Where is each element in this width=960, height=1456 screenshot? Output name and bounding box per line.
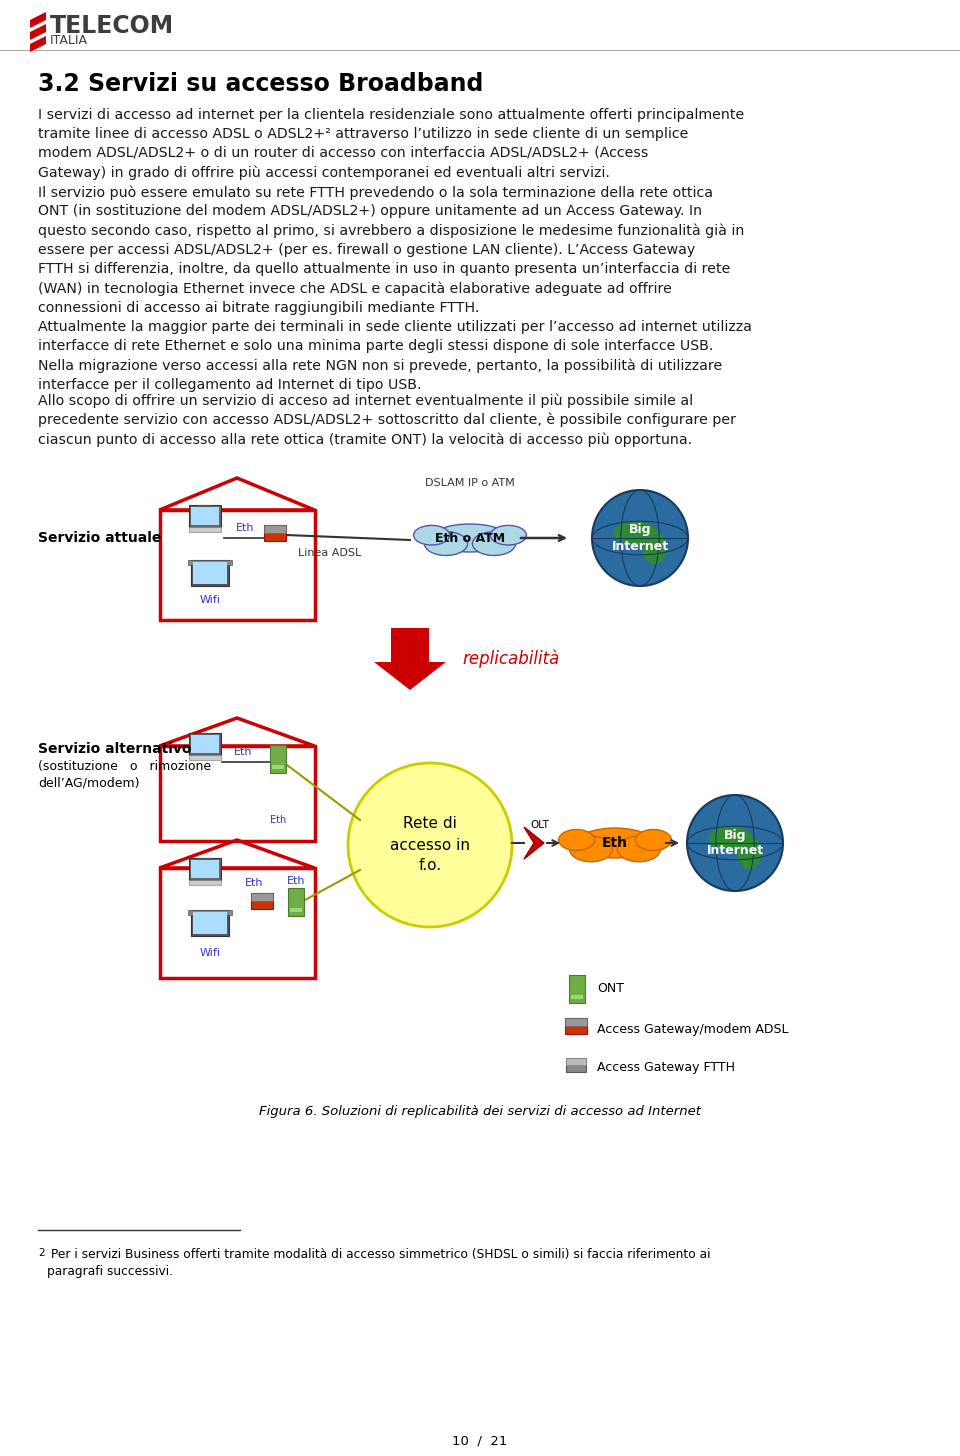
Bar <box>159 510 315 620</box>
Text: Attualmente la maggior parte dei terminali in sede cliente utilizzati per l’acce: Attualmente la maggior parte dei termina… <box>38 320 752 392</box>
Bar <box>566 1059 586 1064</box>
Ellipse shape <box>472 531 516 556</box>
Bar <box>188 910 232 914</box>
Circle shape <box>687 795 783 891</box>
Text: Servizio attuale: Servizio attuale <box>38 531 161 545</box>
Text: Eth: Eth <box>236 523 254 533</box>
Ellipse shape <box>569 836 612 862</box>
Bar <box>189 858 221 879</box>
Text: Per i servizi Business offerti tramite modalità di accesso simmetrico (SHDSL o s: Per i servizi Business offerti tramite m… <box>47 1248 710 1278</box>
Text: Rete di
accesso in
f.o.: Rete di accesso in f.o. <box>390 817 470 874</box>
Bar <box>189 505 221 527</box>
Text: Access Gateway/modem ADSL: Access Gateway/modem ADSL <box>597 1024 788 1037</box>
Text: Figura 6. Soluzioni di replicabilità dei servizi di accesso ad Internet: Figura 6. Soluzioni di replicabilità dei… <box>259 1105 701 1118</box>
Bar <box>191 561 229 585</box>
Bar <box>290 909 302 911</box>
Text: (sostituzione   o   rimozione: (sostituzione o rimozione <box>38 760 211 773</box>
Bar <box>189 879 221 885</box>
Ellipse shape <box>617 836 660 862</box>
Ellipse shape <box>613 521 657 545</box>
Bar <box>191 507 219 526</box>
Text: ONT: ONT <box>597 983 624 996</box>
Bar <box>565 1018 587 1034</box>
Bar <box>264 526 286 542</box>
Text: Servizio alternativo: Servizio alternativo <box>38 743 191 756</box>
Bar <box>288 888 304 916</box>
Text: Linea ADSL: Linea ADSL <box>299 547 362 558</box>
Text: I servizi di accesso ad internet per la clientela residenziale sono attualmente : I servizi di accesso ad internet per la … <box>38 108 744 179</box>
Ellipse shape <box>432 524 509 552</box>
Bar <box>193 911 227 933</box>
Circle shape <box>592 491 688 585</box>
Bar <box>159 745 315 842</box>
Bar <box>188 561 232 565</box>
Text: Eth: Eth <box>234 747 252 757</box>
Text: dell’AG/modem): dell’AG/modem) <box>38 776 139 789</box>
Bar <box>264 526 286 533</box>
Polygon shape <box>374 628 446 690</box>
Text: 2: 2 <box>38 1248 44 1258</box>
Ellipse shape <box>491 526 526 545</box>
Text: Access Gateway FTTH: Access Gateway FTTH <box>597 1061 735 1075</box>
Ellipse shape <box>559 830 594 850</box>
Circle shape <box>348 763 512 927</box>
Bar <box>189 732 221 756</box>
Text: Eth: Eth <box>270 815 286 826</box>
Bar <box>189 527 221 531</box>
Ellipse shape <box>636 830 671 850</box>
Bar <box>251 893 273 909</box>
Text: Wifi: Wifi <box>200 948 221 958</box>
Polygon shape <box>524 827 544 859</box>
Bar <box>189 756 221 760</box>
Polygon shape <box>30 12 46 28</box>
Text: 10  /  21: 10 / 21 <box>452 1436 508 1449</box>
Text: Big
Internet: Big Internet <box>707 828 763 858</box>
Bar <box>565 1018 587 1026</box>
Text: Wifi: Wifi <box>200 596 221 606</box>
Bar <box>191 735 219 753</box>
Text: ITALIA: ITALIA <box>50 33 88 47</box>
Text: Big
Internet: Big Internet <box>612 524 668 552</box>
Text: TELECOM: TELECOM <box>50 15 174 38</box>
Bar <box>191 860 219 878</box>
Ellipse shape <box>577 828 654 858</box>
Text: DSLAM IP o ATM: DSLAM IP o ATM <box>425 478 515 488</box>
Ellipse shape <box>424 531 468 556</box>
Bar <box>251 893 273 901</box>
Text: OLT: OLT <box>531 820 549 830</box>
Text: Eth o ATM: Eth o ATM <box>435 531 505 545</box>
Bar <box>272 764 284 769</box>
Ellipse shape <box>642 531 666 565</box>
Bar <box>571 994 583 999</box>
Text: Il servizio può essere emulato su rete FTTH prevedendo o la sola terminazione de: Il servizio può essere emulato su rete F… <box>38 185 744 314</box>
Text: replicabilità: replicabilità <box>462 649 560 668</box>
Ellipse shape <box>708 826 752 850</box>
Ellipse shape <box>414 526 449 545</box>
Text: Allo scopo di offrire un servizio di acceso ad internet eventualmente il più pos: Allo scopo di offrire un servizio di acc… <box>38 393 736 447</box>
Text: Eth: Eth <box>602 836 628 850</box>
Text: 3.2 Servizi su accesso Broadband: 3.2 Servizi su accesso Broadband <box>38 71 484 96</box>
Bar <box>270 745 286 773</box>
Bar <box>566 1059 586 1072</box>
Bar <box>159 868 315 978</box>
Text: Eth: Eth <box>287 877 305 887</box>
Polygon shape <box>30 23 46 39</box>
Bar <box>193 562 227 584</box>
Text: Eth: Eth <box>245 878 263 888</box>
Polygon shape <box>30 36 46 52</box>
Ellipse shape <box>737 836 761 869</box>
Bar <box>191 910 229 936</box>
Bar <box>569 976 585 1003</box>
